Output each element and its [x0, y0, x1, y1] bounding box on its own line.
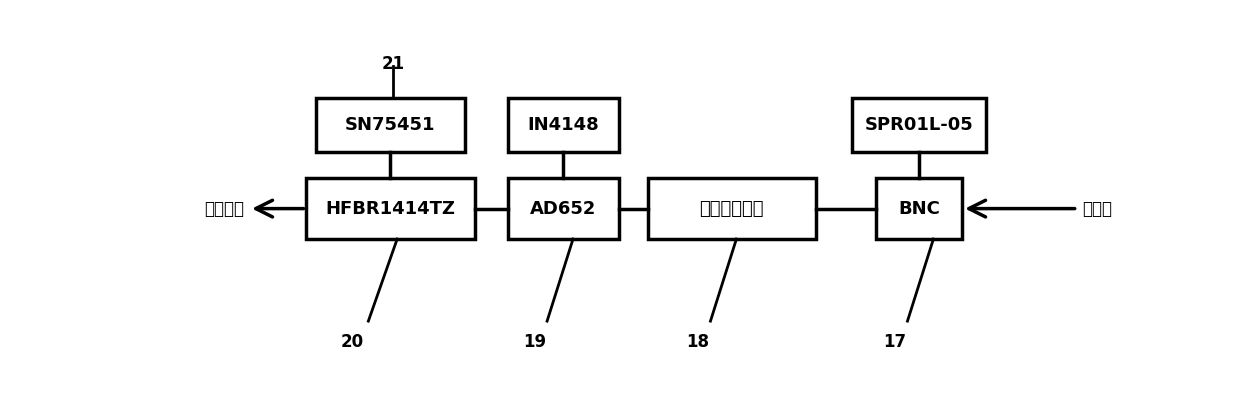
- Text: 19: 19: [523, 333, 546, 351]
- Bar: [508, 98, 619, 152]
- Text: IN4148: IN4148: [527, 116, 599, 134]
- Text: 20: 20: [341, 333, 363, 351]
- Bar: [852, 98, 986, 152]
- Bar: [875, 178, 962, 239]
- Bar: [306, 178, 475, 239]
- Text: 18: 18: [687, 333, 709, 351]
- Text: 21: 21: [382, 55, 405, 73]
- Text: 电信号: 电信号: [1083, 199, 1112, 218]
- Text: 17: 17: [883, 333, 906, 351]
- Bar: [508, 178, 619, 239]
- Bar: [316, 98, 465, 152]
- Bar: [647, 178, 816, 239]
- Text: SN75451: SN75451: [345, 116, 435, 134]
- Text: BNC: BNC: [898, 199, 940, 218]
- Text: 信号调理模块: 信号调理模块: [699, 199, 764, 218]
- Text: SPR01L-05: SPR01L-05: [864, 116, 973, 134]
- Text: AD652: AD652: [531, 199, 596, 218]
- Text: HFBR1414TZ: HFBR1414TZ: [326, 199, 455, 218]
- Text: 光纤信号: 光纤信号: [205, 199, 244, 218]
